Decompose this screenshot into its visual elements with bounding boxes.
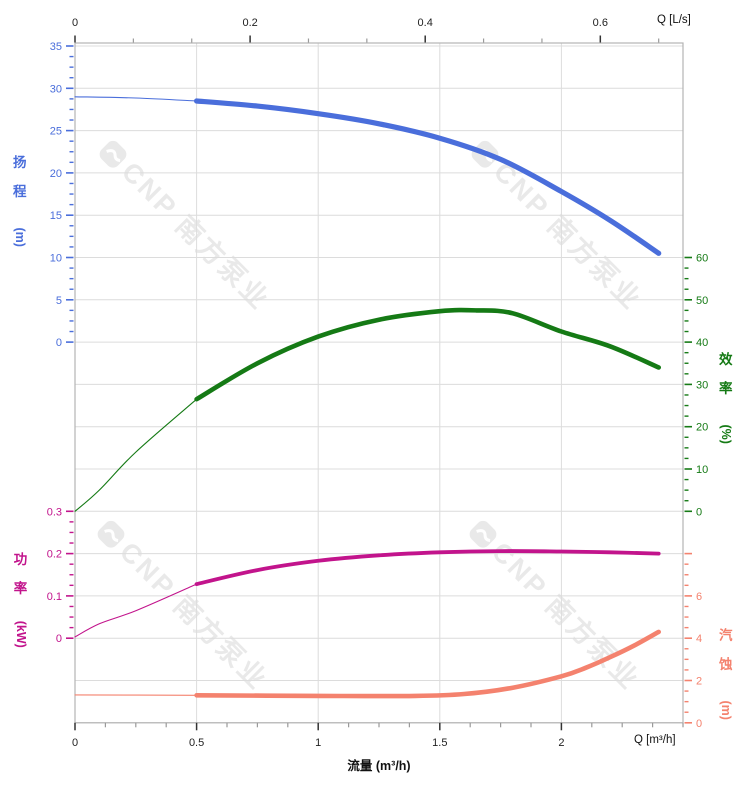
top-tick-label: 0.4: [418, 17, 433, 29]
efficiency-axis: 60 50 40 30 20 10 0: [684, 253, 708, 518]
power-axis: 0.3 0.2 0.1 0: [47, 506, 74, 645]
head-tick-label: 20: [50, 168, 62, 180]
head-tick-label: 0: [56, 337, 62, 349]
power-curve: [194, 549, 661, 586]
top-tick-label: 0.2: [242, 17, 257, 29]
watermark-text: CNP 南方泵业: [116, 156, 277, 317]
bottom-tick-label: 2: [558, 737, 564, 749]
head-tick-label: 5: [56, 295, 62, 307]
watermark-logo-icon: [469, 520, 497, 548]
power-tick-label: 0.3: [47, 506, 62, 518]
x-axis-title: 流量 (m³/h): [347, 759, 411, 773]
watermark-text: CNP 南方泵业: [488, 156, 649, 317]
npsh-tick-label: 2: [696, 676, 702, 688]
top-axis: 0 0.2 0.4 0.6: [72, 17, 660, 43]
bottom-axis-unit-label: Q [m³/h]: [634, 734, 676, 746]
npsh-curve: [194, 629, 661, 699]
head-axis: 35 30 25 20 15 10 5 0: [50, 41, 74, 349]
watermark-logo-icon: [97, 520, 125, 548]
bottom-axis: 0 0.5 1 1.5 2: [72, 722, 684, 749]
watermark-logo-icon: [99, 140, 127, 168]
power-tick-label: 0.1: [47, 591, 62, 603]
efficiency-curve-thin-segment: [74, 398, 198, 512]
npsh-tick-label: 0: [696, 718, 702, 730]
bottom-tick-label: 1: [315, 737, 321, 749]
top-tick-label: 0.6: [593, 17, 608, 29]
npsh-tick-label: 4: [696, 633, 702, 645]
head-tick-label: 35: [50, 41, 62, 53]
head-tick-label: 10: [50, 253, 62, 265]
npsh-axis: 6 4 2 0: [684, 552, 702, 730]
npsh-tick-label: 6: [696, 591, 702, 603]
head-tick-label: 25: [50, 126, 62, 138]
top-tick-label: 0: [72, 17, 78, 29]
watermark: CNP 南方泵业: [97, 520, 275, 697]
watermark-text: CNP 南方泵业: [486, 536, 647, 697]
efficiency-tick-label: 50: [696, 295, 708, 307]
head-curve-thin-segment: [74, 96, 198, 102]
head-curve: [194, 98, 662, 256]
bottom-tick-label: 1.5: [432, 737, 447, 749]
top-axis-unit-label: Q [L/s]: [657, 14, 691, 26]
efficiency-tick-label: 0: [696, 506, 702, 518]
efficiency-tick-label: 10: [696, 464, 708, 476]
watermark-text: CNP 南方泵业: [114, 536, 275, 697]
efficiency-tick-label: 30: [696, 379, 708, 391]
power-curve-thin-segment: [74, 583, 198, 638]
efficiency-tick-label: 20: [696, 422, 708, 434]
power-tick-label: 0.2: [47, 549, 62, 561]
efficiency-tick-label: 60: [696, 253, 708, 265]
bottom-tick-label: 0.5: [189, 737, 204, 749]
head-tick-label: 30: [50, 83, 62, 95]
watermark: CNP 南方泵业: [99, 140, 277, 317]
head-tick-label: 15: [50, 210, 62, 222]
efficiency-tick-label: 40: [696, 337, 708, 349]
power-tick-label: 0: [56, 633, 62, 645]
watermark: CNP 南方泵业: [469, 520, 647, 697]
bottom-tick-label: 0: [72, 737, 78, 749]
efficiency-curve: [194, 307, 661, 402]
